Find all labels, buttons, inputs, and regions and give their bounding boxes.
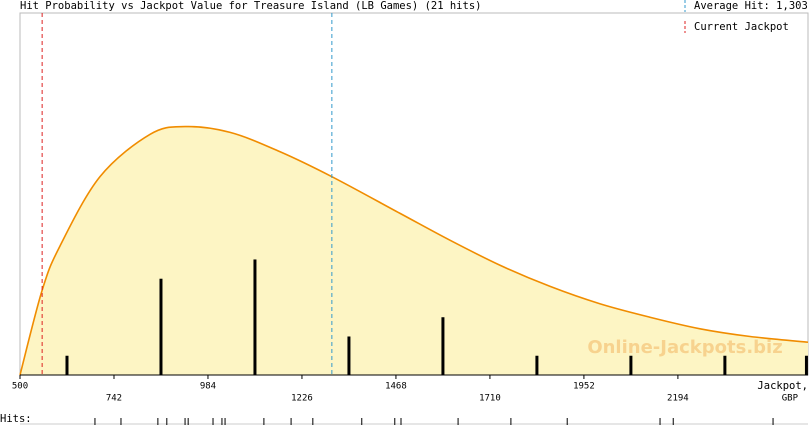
bar (347, 336, 351, 375)
bar (804, 355, 808, 375)
x-tick-label: 1226 (291, 394, 313, 404)
legend-label: Average Hit: 1,303 (694, 0, 808, 12)
bar (65, 355, 69, 375)
x-tick-label: 742 (106, 394, 122, 404)
hits-label: Hits: (0, 413, 32, 425)
x-tick-label: 1952 (573, 382, 595, 392)
bar (253, 259, 257, 375)
curve-line (19, 125, 809, 376)
bar (723, 355, 727, 375)
x-tick-label: 2194 (667, 394, 689, 404)
legend-label: Current Jackpot (694, 21, 789, 33)
bar (441, 317, 445, 375)
bar (159, 278, 163, 375)
watermark: Online-Jackpots.biz (587, 337, 782, 358)
x-tick-label: 1468 (385, 382, 407, 392)
bar (629, 355, 633, 375)
x-tick-label: 984 (200, 382, 216, 392)
x-tick-label: 500 (12, 382, 28, 392)
x-tick-label: 1710 (479, 394, 501, 404)
chart-title: Hit Probability vs Jackpot Value for Tre… (20, 0, 481, 12)
x-axis-label: Jackpot, (757, 380, 808, 392)
x-axis-label: GBP (782, 394, 799, 404)
curve-area (20, 126, 808, 376)
bar (535, 355, 539, 375)
